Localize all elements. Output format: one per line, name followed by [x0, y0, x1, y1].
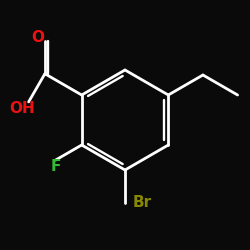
- Text: O: O: [31, 30, 44, 45]
- Text: Br: Br: [133, 195, 152, 210]
- Text: F: F: [50, 159, 61, 174]
- Text: OH: OH: [10, 101, 35, 116]
